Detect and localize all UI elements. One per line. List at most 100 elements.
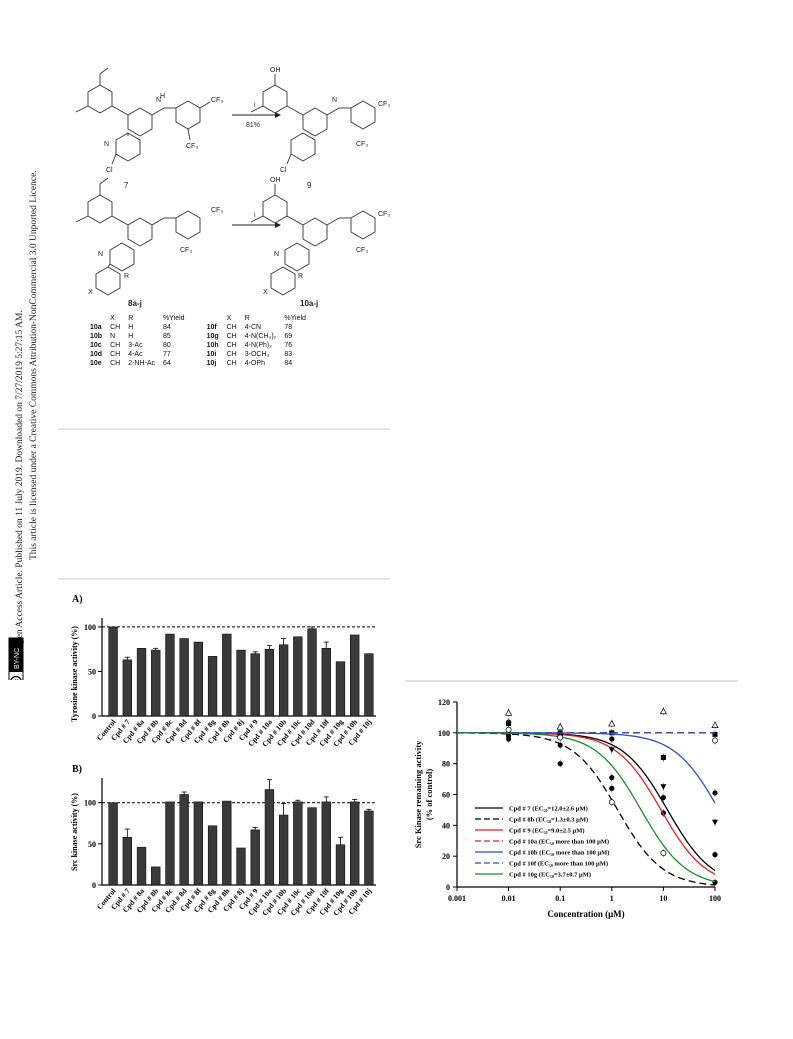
cl-label-9: Cl bbox=[280, 167, 287, 174]
ring-pyrimidine-10 bbox=[302, 217, 328, 247]
dose-point bbox=[608, 747, 615, 753]
panel-a-bar bbox=[151, 649, 161, 717]
panel-a-bar bbox=[264, 648, 275, 717]
dose-response-chart: 0 20 40 60 80 100 120 0.001 0.01 0.1 1 10 100 Concent… bbox=[413, 698, 721, 919]
panel-a-ytick-label: 100 bbox=[84, 623, 96, 632]
ring-cf3phenyl-8 bbox=[175, 210, 201, 240]
reagent-label-2: i bbox=[254, 212, 256, 219]
dose-xlabel: Concentration (μM) bbox=[547, 909, 624, 919]
panel-b-bar bbox=[335, 844, 346, 886]
dose-ytick-label: 80 bbox=[442, 760, 450, 769]
legend-label-3: Cpd # 10a (EC₅₀ more than 100 μM) bbox=[509, 839, 609, 846]
dose-xtick-label: 10 bbox=[659, 894, 667, 903]
panel-b-ytick-label: 100 bbox=[84, 799, 96, 808]
header-x-1: X bbox=[110, 315, 115, 322]
panel-b-bar bbox=[108, 802, 118, 886]
table-row: 10c CH 3-Ac 80 10h CH 4-N(Ph)₂ 76 bbox=[90, 342, 293, 349]
panel-a-bar bbox=[236, 649, 246, 717]
panel-a-bar bbox=[364, 653, 374, 717]
table-row: 10e CH 2-NH-Ac 64 10j CH 4-OPh 84 bbox=[90, 360, 293, 367]
panel-b-bar bbox=[151, 866, 161, 886]
dose-ylabel: Src Kinase remaining activity bbox=[413, 740, 423, 848]
n-label-10: N bbox=[274, 251, 279, 258]
nh-label-9: N bbox=[332, 97, 337, 104]
panel-b-bar bbox=[179, 794, 189, 886]
dose-point bbox=[557, 761, 563, 767]
panel-b-bar bbox=[250, 829, 260, 886]
r-label-10: R bbox=[298, 273, 303, 280]
ring-methoxyphenyl-8 bbox=[87, 194, 113, 224]
oh-label-10: OH bbox=[270, 177, 281, 184]
panel-b-bar bbox=[193, 801, 204, 886]
table-row: 10b N H 85 10g CH 4-N(CH₃)₂ 69 bbox=[90, 333, 293, 340]
cc-badge[interactable]: cc BY-NC bbox=[8, 637, 24, 691]
panel-a-bar bbox=[293, 636, 303, 717]
cf3-label-7b: CF₃ bbox=[186, 143, 198, 150]
dose-point bbox=[608, 799, 615, 806]
dose-xtick-label: 100 bbox=[709, 894, 721, 903]
yield-label: 81% bbox=[246, 122, 260, 129]
dose-curve-4 bbox=[457, 732, 716, 804]
dose-point bbox=[608, 719, 616, 727]
ring-cf3phenyl-10 bbox=[350, 210, 376, 240]
dose-xtick-label: 0.001 bbox=[448, 894, 466, 903]
panel-b-bar bbox=[122, 837, 132, 886]
cf3-label-8a: CF₃ bbox=[211, 207, 223, 214]
panel-b-bar bbox=[236, 847, 246, 886]
dose-ytick-label: 0 bbox=[446, 883, 450, 892]
license-sidebar: Open Access Article. Published on 11 Jul… bbox=[4, 120, 44, 691]
dose-point bbox=[659, 707, 667, 715]
panel-a-bar bbox=[108, 626, 118, 717]
ring-aryl-10 bbox=[270, 266, 296, 296]
n-label-7: N bbox=[104, 141, 109, 148]
badge-text: BY-NC bbox=[14, 648, 21, 669]
panel-b-label: B) bbox=[72, 764, 82, 775]
ring-pyrimidine-9 bbox=[302, 107, 328, 137]
panel-a-bar bbox=[122, 659, 132, 717]
yield-table-header: X R %Yield X R %Yield bbox=[86, 314, 310, 323]
dose-ylabel: (% of control) bbox=[424, 769, 434, 820]
dose-curve-6 bbox=[457, 732, 716, 883]
compound-label-10: 10a-j bbox=[300, 299, 318, 308]
dose-xtick-label: 0.1 bbox=[555, 894, 565, 903]
dose-point bbox=[712, 819, 718, 826]
panel-a-bar bbox=[222, 633, 232, 717]
header-yield-2: %Yield bbox=[284, 315, 306, 322]
r-label-8: R bbox=[124, 273, 129, 280]
ring-hydroxyphenyl-9 bbox=[262, 84, 288, 114]
panel-a-bar bbox=[193, 641, 204, 717]
license-line-1: Open Access Article. Published on 11 Jul… bbox=[15, 310, 25, 650]
panel-a-bar bbox=[335, 661, 346, 717]
panel-b-bar bbox=[136, 846, 147, 886]
panel-b-bar bbox=[307, 807, 317, 886]
cf3-label-10a: CF₃ bbox=[378, 211, 390, 218]
legend-label-6: Cpd # 10g (EC₅₀=3.7±0.7 μM) bbox=[509, 872, 591, 879]
cf3-label-8b: CF₃ bbox=[180, 247, 192, 254]
panel-a-bar bbox=[207, 656, 218, 717]
panel-a-bar bbox=[278, 644, 289, 717]
panel-a-bar bbox=[136, 648, 147, 717]
dose-point bbox=[609, 736, 615, 742]
dose-ytick-label: 100 bbox=[438, 729, 450, 738]
panel-a-bar bbox=[350, 634, 360, 717]
panel-b-bar bbox=[264, 789, 275, 886]
header-r-2: R bbox=[244, 315, 250, 322]
ring-pyridine-10 bbox=[284, 242, 310, 272]
bar-charts: A) B) Tyrosine kinase activity (%) Src k… bbox=[70, 594, 376, 918]
dose-point bbox=[506, 721, 512, 727]
oh-label-9: OH bbox=[270, 67, 281, 74]
ring-hydroxyphenyl-10 bbox=[262, 194, 288, 224]
x-label-8: X bbox=[88, 289, 93, 296]
legend-label-5: Cpd # 10f (EC₅₀ more than 100 μM) bbox=[509, 861, 608, 868]
ring-pyridine-9 bbox=[290, 132, 316, 162]
legend-label-2: Cpd # 9 (EC₅₀=9.0±2.5 μM) bbox=[509, 828, 585, 835]
header-x-2: X bbox=[226, 315, 232, 322]
dose-point bbox=[506, 733, 512, 739]
panel-a-ytick-label: 0 bbox=[92, 712, 96, 721]
panel-a-bar bbox=[307, 628, 317, 717]
dose-point bbox=[712, 731, 718, 737]
panel-b-bar bbox=[350, 801, 360, 886]
dose-point bbox=[505, 709, 513, 716]
cl-label-7: Cl bbox=[106, 167, 113, 174]
dose-point bbox=[557, 734, 564, 741]
